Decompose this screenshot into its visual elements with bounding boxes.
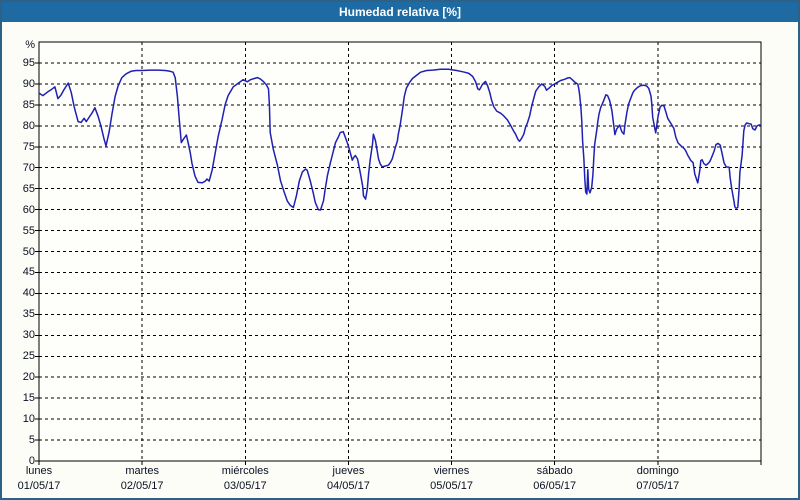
y-axis-tick-label: 40 [22, 287, 35, 300]
x-axis-day-label: sábado [536, 465, 573, 477]
x-axis-date-label: 07/05/17 [636, 480, 680, 492]
y-axis-tick-label: 15 [22, 392, 35, 405]
y-axis-tick-label: 60 [22, 203, 35, 216]
y-axis-tick-label: 85 [22, 98, 35, 111]
y-axis-tick-label: 75 [22, 140, 35, 153]
y-axis-tick-label: 70 [22, 161, 35, 174]
title-bar: Humedad relativa [%] [2, 2, 798, 22]
x-axis-day-label: domingo [636, 465, 679, 477]
chart-area: % 0 5 10 15 20 25 30 35 40 45 50 55 60 65 70 75 80 85 90 95 l… [2, 22, 798, 498]
y-axis-tick-label: 90 [22, 77, 35, 90]
plot-svg [35, 41, 762, 465]
x-axis-day-label: martes [125, 465, 159, 477]
y-axis-tick-label: 95 [22, 56, 35, 69]
x-axis-day-label: jueves [332, 465, 365, 477]
x-axis-day-label: viernes [433, 465, 470, 477]
x-axis-date-label: 03/05/17 [223, 480, 267, 492]
y-axis-tick-label: 45 [22, 266, 35, 279]
page-title: Humedad relativa [%] [338, 5, 462, 19]
y-axis-tick-label: 5 [28, 434, 35, 447]
plot-border [38, 41, 762, 462]
x-axis-date-label: 04/05/17 [327, 480, 370, 492]
y-axis-tick-label: 10 [22, 413, 35, 426]
humidity-line [38, 68, 761, 211]
y-axis-tick-label: 80 [22, 119, 35, 132]
x-axis-date-label: 02/05/17 [120, 480, 164, 492]
y-axis-tick-label: 65 [22, 182, 35, 195]
y-axis-tick-label: 25 [22, 350, 35, 363]
x-axis-date-label: 01/05/17 [17, 480, 61, 492]
y-axis-unit-label: % [25, 39, 35, 52]
y-axis-tick-label: 20 [22, 371, 35, 384]
x-axis-day-label: miércoles [221, 465, 269, 477]
y-axis-tick-label: 55 [22, 224, 35, 237]
x-axis-day-label: lunes [25, 465, 53, 477]
x-axis-date-label: 06/05/17 [533, 480, 577, 492]
y-axis-tick-label: 30 [22, 329, 35, 342]
x-axis-date-label: 05/05/17 [430, 480, 473, 492]
y-axis-tick-label: 35 [22, 308, 35, 321]
y-axis-tick-label: 50 [22, 245, 35, 258]
y-axis-tick-label: 0 [28, 455, 35, 467]
